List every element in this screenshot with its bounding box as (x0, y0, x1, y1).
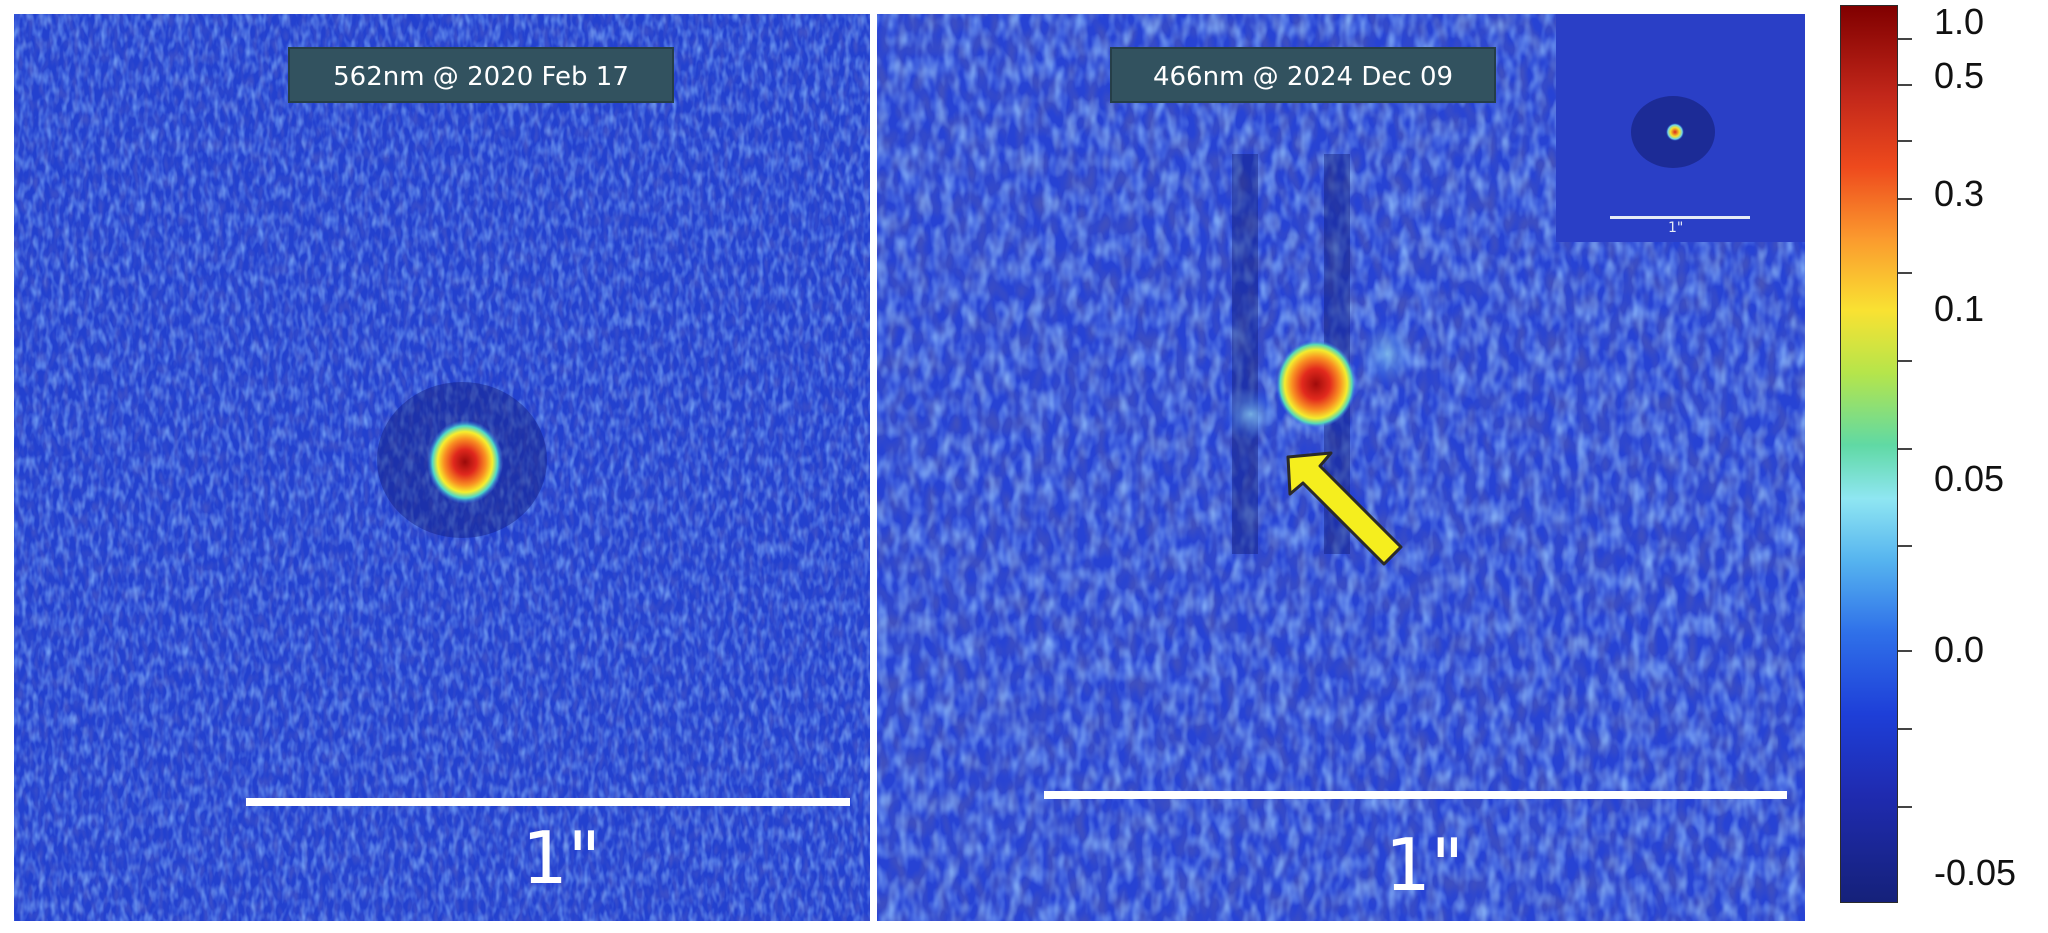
left-scale-label: 1" (522, 816, 601, 900)
right-companion-blob-a (1221, 388, 1281, 440)
image-panel-right: 1" 466nm @ 2024 Dec 09 1" (877, 14, 1805, 921)
left-observation-label: 562nm @ 2020 Feb 17 (288, 47, 674, 103)
right-observation-label: 466nm @ 2024 Dec 09 (1110, 47, 1496, 103)
colorbar-tick (1898, 728, 1912, 730)
colorbar-label-minus-0-05: -0.05 (1934, 852, 2017, 893)
right-companion-blob-b (1359, 320, 1415, 388)
right-scale-label: 1" (1385, 823, 1464, 907)
colorbar-tick (1898, 360, 1912, 362)
inset-scale-label: 1" (1668, 220, 1684, 236)
colorbar-tick (1898, 272, 1912, 274)
colorbar-tick (1898, 650, 1912, 652)
colorbar-label-1-0: 1.0 (1934, 1, 1985, 42)
colorbar (1840, 5, 1898, 903)
left-scale-bar (246, 798, 850, 806)
colorbar-label-0-1: 0.1 (1934, 288, 1985, 329)
right-star (1276, 340, 1356, 428)
colorbar-tick (1898, 806, 1912, 808)
right-dark-stripe-left (1232, 154, 1258, 554)
colorbar-label-0-0: 0.0 (1934, 629, 1985, 670)
colorbar-tick (1898, 140, 1912, 142)
colorbar-tick (1898, 448, 1912, 450)
colorbar-label-0-5: 0.5 (1934, 55, 1985, 96)
inset-star (1666, 123, 1684, 141)
colorbar-tick (1898, 84, 1912, 86)
colorbar-label-0-05: 0.05 (1934, 458, 2005, 499)
colorbar-label-0-3: 0.3 (1934, 173, 1985, 214)
inset-scale-bar (1610, 216, 1750, 219)
inset-thumbnail: 1" (1556, 14, 1805, 242)
left-star (427, 420, 503, 504)
image-panel-left: 562nm @ 2020 Feb 17 1" (14, 14, 870, 921)
right-image-canvas (877, 14, 1805, 921)
left-image-canvas (14, 14, 870, 921)
yellow-arrow (1286, 451, 1403, 566)
right-scale-bar (1044, 791, 1787, 799)
colorbar-tick (1898, 198, 1912, 200)
colorbar-tick (1898, 38, 1912, 40)
colorbar-tick (1898, 545, 1912, 547)
